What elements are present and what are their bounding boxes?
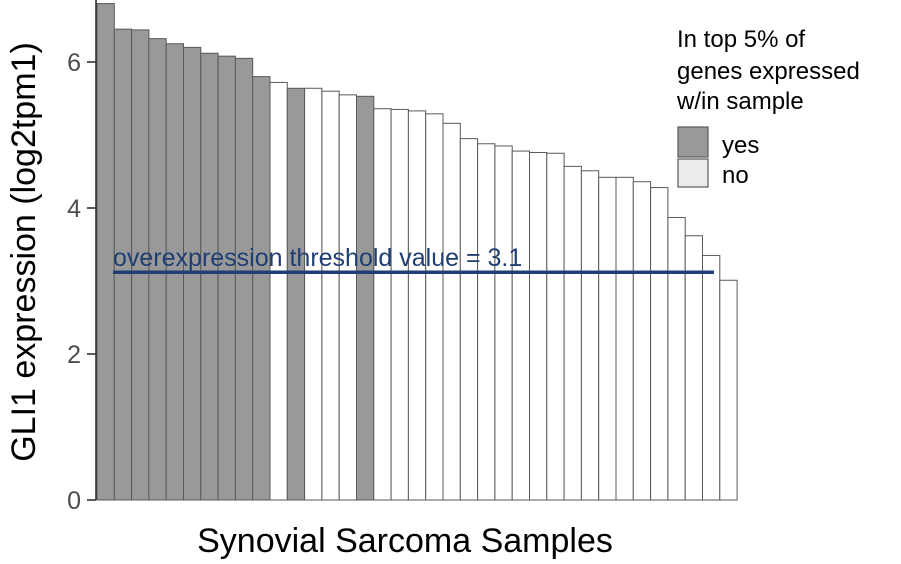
threshold-group: overexpression threshold value = 3.1 [113,244,714,274]
legend-swatch-no [677,158,709,188]
bar [546,152,565,501]
bar [477,143,496,501]
bar [563,165,582,501]
y-tick-label: 2 [67,341,81,369]
bar [356,95,375,501]
bar [286,87,306,501]
legend: In top 5% of genes expressed w/in sample… [676,26,860,189]
bar [719,279,738,501]
bar [425,113,444,501]
bar [217,55,236,501]
bar [650,187,669,501]
bar [580,170,600,501]
legend-swatch-yes [677,126,709,158]
y-tick-label: 6 [67,49,81,77]
bar [96,3,115,501]
threshold-label: overexpression threshold value = 3.1 [113,244,522,272]
bar [338,94,358,501]
bar [373,108,392,501]
bar [442,122,461,501]
bar [234,57,254,501]
bar [684,235,704,501]
y-axis: 0 2 4 6 [67,0,97,515]
legend-title-line-1: In top 5% of [677,26,805,53]
bar [615,176,634,501]
bar [529,152,548,501]
bar [702,254,721,501]
bar [459,138,479,501]
bar [304,87,323,501]
y-axis-title: GLI1 expression (log2tpm1) [5,42,43,462]
bar [390,108,409,501]
legend-label-no: no [722,162,749,189]
bar [632,181,652,501]
bar [321,90,340,501]
bars-group [96,3,738,501]
bar [407,110,427,501]
legend-title-line-3: w/in sample [676,88,804,115]
bar [667,216,686,501]
bar [598,176,617,501]
y-tick-label: 4 [67,195,81,223]
x-axis-title: Synovial Sarcoma Samples [197,522,613,560]
bar [269,81,288,501]
bar [252,76,271,501]
y-tick-label: 0 [67,487,81,515]
bar [511,150,531,501]
bar [494,145,513,501]
legend-label-yes: yes [722,132,759,159]
bar [200,52,219,501]
legend-title-line-2: genes expressed [677,58,860,85]
